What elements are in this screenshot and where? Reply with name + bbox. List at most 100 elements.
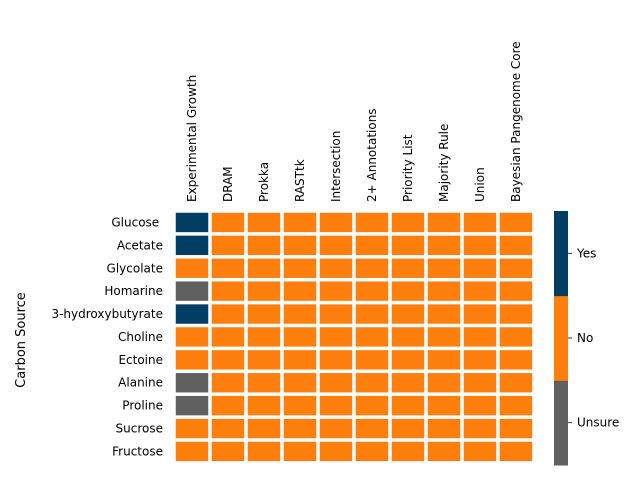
heatmap-cell [355,373,389,393]
heatmap-cell [319,441,353,462]
heatmap-cell [283,235,317,256]
heatmap-cell [247,235,281,256]
heatmap-cell [283,441,317,462]
heatmap-cell [427,281,461,301]
heatmap-cell [391,373,425,393]
y-axis-label: Carbon Source [14,292,29,388]
heatmap-cell [391,304,425,324]
column-label: Experimental Growth [185,75,199,202]
column-labels: Experimental Growth DRAM Prokka RASTtk Inter… [185,41,523,202]
column-label: Union [473,167,487,202]
row-label: Glycolate [107,261,163,275]
heatmap-cell [211,350,245,370]
heatmap-cell [211,258,245,278]
row-labels: Glucose Acetate Glycolate Homarine 3-hydrox… [51,215,163,458]
row-label: Proline [122,399,163,413]
heatmap-cell [499,235,533,256]
heatmap-cell [319,350,353,370]
heatmap-cell [211,441,245,462]
heatmap-cell [463,373,497,393]
column-label: Priority List [401,134,415,202]
heatmap-cell [355,350,389,370]
heatmap-cell [499,395,533,416]
heatmap-cell [391,350,425,370]
row-label: Sucrose [116,422,163,436]
heatmap-cell [463,258,497,278]
heatmap-cell [319,418,353,439]
heatmap-cell [499,373,533,393]
heatmap-cell [355,418,389,439]
heatmap-cell [427,258,461,278]
heatmap-cell [319,327,353,347]
row-label: 3-hydroxybutyrate [51,307,163,321]
heatmap-cell [175,212,209,233]
heatmap-cell [391,395,425,416]
heatmap-cell [175,235,209,256]
heatmap-cell [355,281,389,301]
heatmap-cell [355,235,389,256]
heatmap-cell [247,373,281,393]
heatmap-cell [175,304,209,324]
heatmap-cell [283,395,317,416]
heatmap-cell [391,212,425,233]
heatmap-cell [211,212,245,233]
heatmap-cell [427,212,461,233]
heatmap-cell [355,327,389,347]
heatmap-cell [427,373,461,393]
row-label: Ectoine [118,353,163,367]
colorbar [554,211,568,466]
row-label: Acetate [117,238,163,252]
heatmap-cell [499,418,533,439]
heatmap-cell [499,212,533,233]
heatmap-cell [391,281,425,301]
heatmap-cell [175,350,209,370]
heatmap-cell [211,281,245,301]
heatmap-cell [175,281,209,301]
heatmap-cell [175,395,209,416]
heatmap-cell [463,281,497,301]
row-label: Glucose [111,215,163,229]
heatmap-cell [211,395,245,416]
heatmap-cell [319,258,353,278]
heatmap-cell [391,235,425,256]
heatmap-cell [427,350,461,370]
heatmap-cell [283,418,317,439]
heatmap-cell [463,395,497,416]
heatmap-cell [499,258,533,278]
column-label: 2+ Annotations [365,108,379,202]
colorbar-labels: Yes No Unsure [568,246,619,430]
column-label: Intersection [329,131,343,202]
heatmap-cell [463,212,497,233]
heatmap-cell [175,327,209,347]
heatmap-cell [499,350,533,370]
heatmap-cell [499,281,533,301]
heatmap-cell [211,304,245,324]
colorbar-tick-label: Yes [576,246,596,260]
heatmap-cell [211,373,245,393]
heatmap-cell [499,304,533,324]
heatmap-cell [247,212,281,233]
heatmap-cell [463,327,497,347]
heatmap-cell [283,258,317,278]
row-label: Fructose [112,444,163,458]
heatmap-cell [283,327,317,347]
heatmap-cell [391,441,425,462]
heatmap-cell [355,304,389,324]
heatmap-cell [175,373,209,393]
heatmap-cell [283,350,317,370]
row-label: Choline [118,330,163,344]
heatmap-cell [355,212,389,233]
colorbar-tick-label: No [577,331,593,345]
heatmap-cell [247,441,281,462]
heatmap-cell [211,235,245,256]
column-label: Bayesian Pangenome Core [509,41,523,202]
heatmap-cell [247,395,281,416]
heatmap-cell [247,418,281,439]
heatmap-cell [427,327,461,347]
heatmap-cell [247,350,281,370]
heatmap-cell [391,418,425,439]
heatmap-cell [319,212,353,233]
heatmap-cell [175,441,209,462]
heatmap-cell [499,441,533,462]
